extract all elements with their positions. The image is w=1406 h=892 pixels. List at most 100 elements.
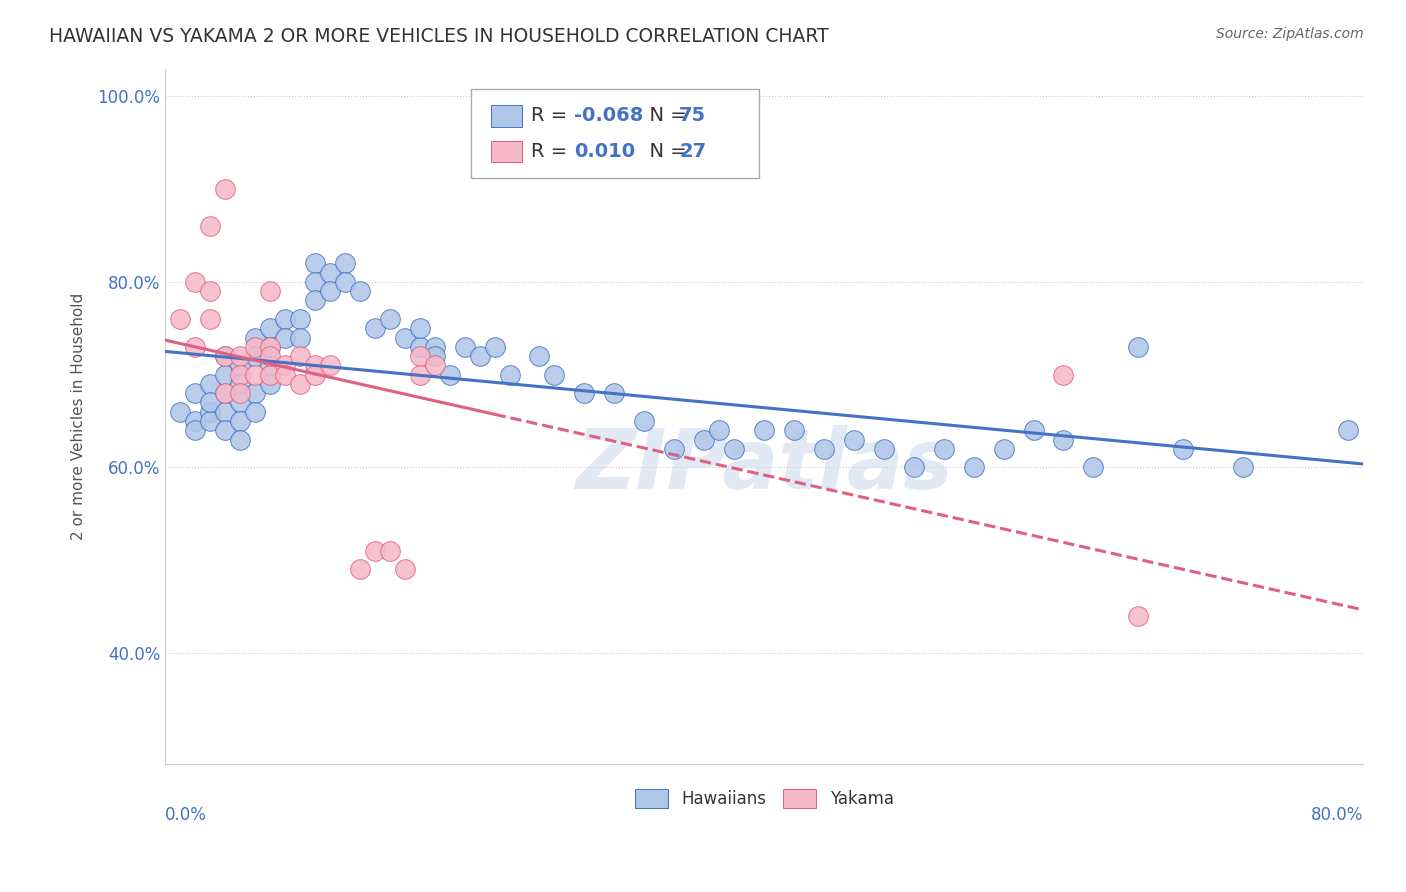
- Point: [169, 312, 191, 326]
- Point: [364, 321, 387, 335]
- Point: [274, 330, 297, 344]
- Point: [1128, 608, 1150, 623]
- Point: [214, 349, 236, 363]
- Legend: Hawaiians, Yakama: Hawaiians, Yakama: [628, 782, 900, 815]
- Point: [184, 414, 207, 428]
- Point: [304, 275, 326, 289]
- Point: [378, 544, 401, 558]
- Point: [214, 182, 236, 196]
- Point: [198, 219, 221, 234]
- Point: [319, 284, 342, 298]
- Point: [214, 405, 236, 419]
- Point: [198, 376, 221, 391]
- Point: [707, 423, 730, 437]
- Point: [169, 405, 191, 419]
- Point: [873, 442, 896, 456]
- Text: N =: N =: [637, 106, 693, 126]
- Point: [243, 330, 266, 344]
- Y-axis label: 2 or more Vehicles in Household: 2 or more Vehicles in Household: [72, 293, 86, 540]
- Point: [229, 414, 252, 428]
- Point: [962, 460, 984, 475]
- Point: [184, 275, 207, 289]
- Point: [333, 256, 356, 270]
- Text: -0.068: -0.068: [574, 106, 643, 126]
- Point: [198, 395, 221, 409]
- Point: [752, 423, 775, 437]
- Point: [214, 349, 236, 363]
- Point: [574, 386, 596, 401]
- Point: [229, 433, 252, 447]
- Point: [1052, 433, 1074, 447]
- Point: [243, 405, 266, 419]
- Text: 0.0%: 0.0%: [166, 806, 207, 824]
- Point: [1022, 423, 1045, 437]
- Point: [409, 340, 432, 354]
- Point: [198, 284, 221, 298]
- Point: [229, 386, 252, 401]
- Point: [229, 376, 252, 391]
- Point: [198, 312, 221, 326]
- Point: [409, 321, 432, 335]
- Point: [453, 340, 475, 354]
- Point: [184, 423, 207, 437]
- Point: [229, 368, 252, 382]
- Point: [274, 359, 297, 373]
- Point: [484, 340, 506, 354]
- Point: [813, 442, 835, 456]
- Point: [842, 433, 865, 447]
- Point: [243, 368, 266, 382]
- Point: [603, 386, 626, 401]
- Point: [259, 321, 281, 335]
- Point: [409, 349, 432, 363]
- Point: [409, 368, 432, 382]
- Point: [288, 376, 311, 391]
- Point: [664, 442, 686, 456]
- Point: [184, 340, 207, 354]
- Point: [214, 423, 236, 437]
- Point: [243, 386, 266, 401]
- Point: [349, 562, 371, 576]
- Point: [903, 460, 925, 475]
- Point: [259, 368, 281, 382]
- Point: [319, 266, 342, 280]
- Text: 80.0%: 80.0%: [1310, 806, 1362, 824]
- Point: [364, 544, 387, 558]
- Point: [439, 368, 461, 382]
- Point: [229, 395, 252, 409]
- Point: [468, 349, 491, 363]
- Point: [243, 340, 266, 354]
- Point: [214, 386, 236, 401]
- Text: R =: R =: [531, 106, 574, 126]
- Point: [394, 330, 416, 344]
- Point: [274, 368, 297, 382]
- Point: [288, 330, 311, 344]
- Point: [304, 368, 326, 382]
- Point: [932, 442, 955, 456]
- Point: [378, 312, 401, 326]
- Point: [184, 386, 207, 401]
- Text: N =: N =: [637, 142, 693, 161]
- Point: [1083, 460, 1105, 475]
- Point: [229, 359, 252, 373]
- Point: [288, 349, 311, 363]
- Point: [423, 349, 446, 363]
- Point: [259, 284, 281, 298]
- Point: [394, 562, 416, 576]
- Text: 0.010: 0.010: [574, 142, 634, 161]
- Point: [198, 405, 221, 419]
- Point: [1173, 442, 1195, 456]
- Point: [723, 442, 745, 456]
- Point: [274, 312, 297, 326]
- Point: [633, 414, 655, 428]
- Point: [288, 312, 311, 326]
- Point: [783, 423, 806, 437]
- Point: [423, 340, 446, 354]
- Point: [259, 349, 281, 363]
- Point: [319, 359, 342, 373]
- Point: [259, 359, 281, 373]
- Point: [304, 256, 326, 270]
- Point: [498, 368, 520, 382]
- Point: [259, 340, 281, 354]
- Point: [198, 414, 221, 428]
- Point: [349, 284, 371, 298]
